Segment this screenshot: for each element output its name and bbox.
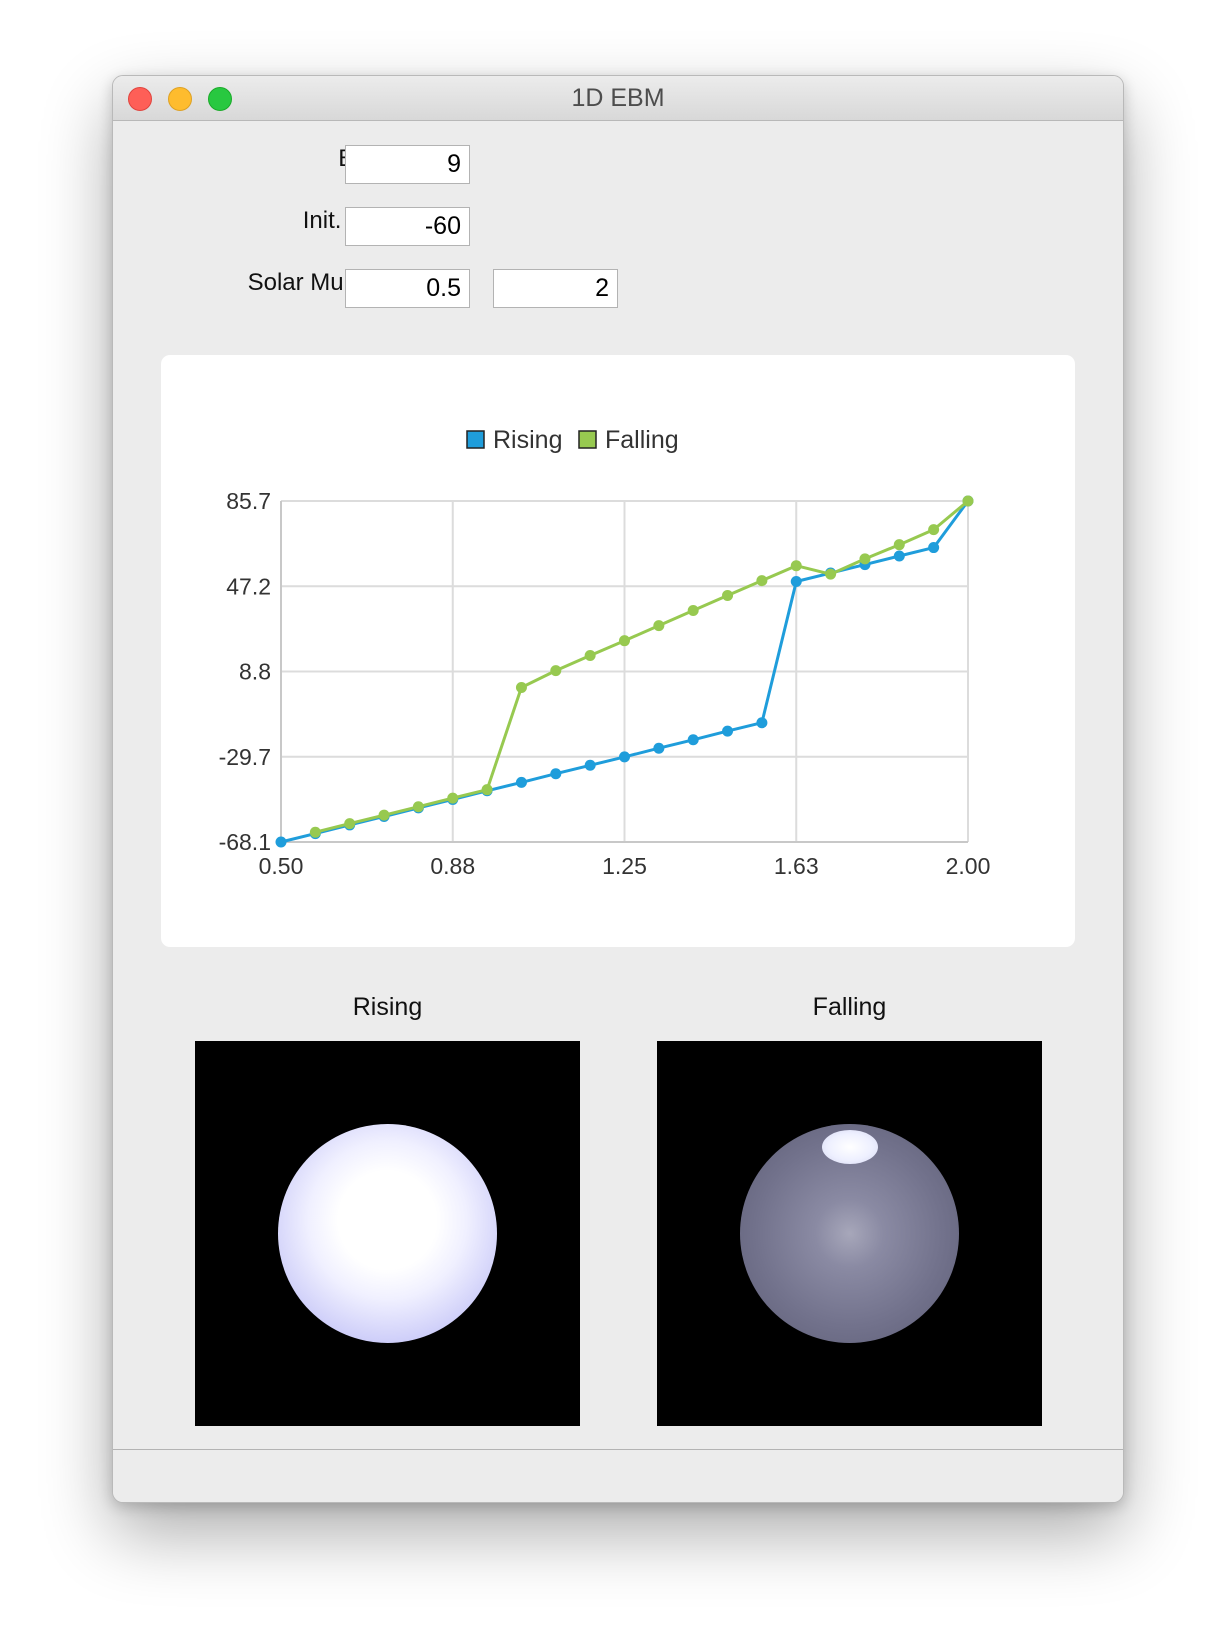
bands-field[interactable] — [345, 145, 470, 184]
data-point-falling — [481, 784, 493, 796]
x-tick-label: 1.63 — [774, 853, 819, 879]
rising-viewport[interactable] — [195, 1041, 580, 1426]
data-point-falling — [687, 605, 699, 617]
series-line-falling — [314, 499, 969, 834]
data-point-falling — [344, 818, 356, 830]
data-point-rising — [722, 725, 734, 737]
data-point-falling — [756, 575, 768, 587]
data-point-falling — [859, 553, 871, 565]
x-tick-label: 0.50 — [259, 853, 304, 879]
data-point-falling — [378, 809, 390, 821]
data-point-falling — [790, 560, 802, 572]
minimize-button[interactable] — [168, 87, 192, 111]
rising-title: Rising — [352, 993, 423, 1021]
close-button[interactable] — [128, 87, 152, 111]
data-point-rising — [928, 542, 940, 554]
data-point-rising — [584, 759, 596, 771]
data-point-rising — [790, 575, 802, 587]
data-point-falling — [309, 826, 321, 838]
legend-label-rising: Rising — [493, 426, 562, 454]
legend-swatch-rising — [466, 430, 485, 449]
solar-max-field[interactable] — [493, 269, 618, 308]
x-tick-label: 0.88 — [430, 853, 475, 879]
rising-sphere — [278, 1124, 497, 1343]
data-point-rising — [653, 742, 665, 754]
data-point-rising — [275, 836, 287, 848]
data-point-falling — [412, 801, 424, 813]
data-point-rising — [550, 768, 562, 780]
y-tick-label: -29.7 — [219, 744, 271, 770]
data-point-rising — [687, 734, 699, 746]
window-title: 1D EBM — [571, 84, 665, 112]
line-chart: 0.50 0.88 1.25 1.63 2.00 85.7 47.2 8.8 -29.7 -68.… — [219, 426, 991, 879]
data-point-falling — [893, 539, 905, 551]
zoom-button[interactable] — [208, 87, 232, 111]
falling-viewport[interactable] — [657, 1041, 1042, 1426]
data-point-falling — [447, 792, 459, 804]
x-tick-label: 2.00 — [946, 853, 991, 879]
title-bar: 1D EBM — [113, 76, 1123, 121]
chart-panel: 0.50 0.88 1.25 1.63 2.00 85.7 47.2 8.8 -29.7 -68.… — [161, 355, 1075, 947]
solar-min-field[interactable] — [345, 269, 470, 308]
y-tick-label: -68.1 — [219, 829, 271, 855]
init-temp-field[interactable] — [345, 207, 470, 246]
data-point-falling — [928, 524, 940, 536]
data-point-falling — [722, 589, 734, 601]
y-tick-label: 47.2 — [226, 573, 271, 599]
legend-label-falling: Falling — [605, 426, 679, 454]
data-point-rising — [893, 550, 905, 562]
falling-title: Falling — [812, 993, 887, 1021]
legend-swatch-falling — [578, 430, 597, 449]
data-point-falling — [515, 681, 527, 693]
data-point-falling — [653, 620, 665, 632]
y-tick-label: 85.7 — [226, 488, 271, 514]
data-point-rising — [756, 717, 768, 729]
data-point-falling — [962, 495, 974, 507]
falling-highlight — [822, 1130, 878, 1164]
data-point-falling — [550, 665, 562, 677]
app-window: 1D EBM Bands: Init. Temp: Solar Multipli… — [112, 75, 1124, 1503]
x-tick-label: 1.25 — [602, 853, 647, 879]
data-point-falling — [619, 635, 630, 647]
data-point-rising — [515, 776, 527, 788]
data-point-falling — [825, 568, 837, 580]
status-bar — [113, 1449, 1123, 1502]
y-tick-label: 8.8 — [239, 659, 271, 685]
data-point-rising — [619, 751, 630, 763]
data-point-falling — [584, 650, 596, 662]
